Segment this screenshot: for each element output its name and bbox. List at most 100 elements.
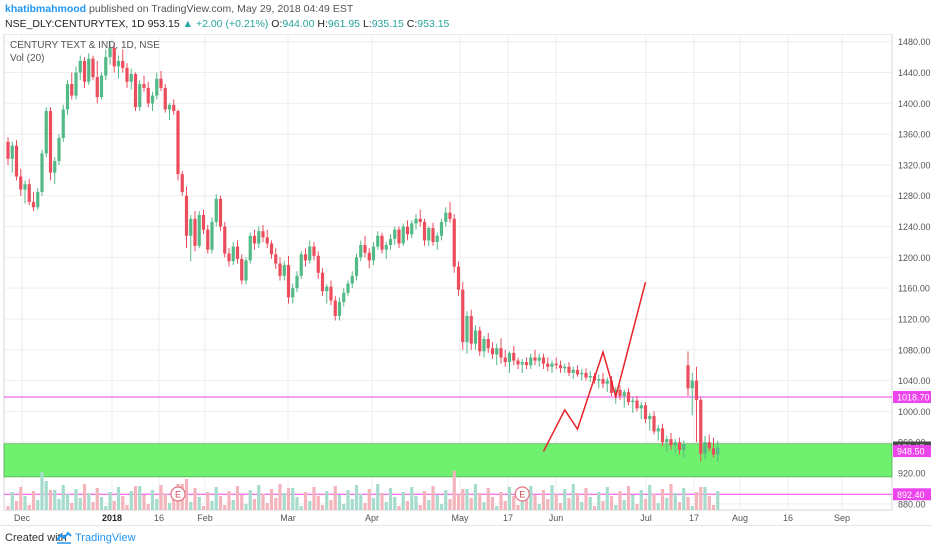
candle-body	[291, 288, 295, 298]
price-axis[interactable]: 1480.00 1440.00 1400.00 1360.00 1320.00 1280.…	[893, 37, 931, 509]
candle-body	[218, 198, 223, 227]
candle-body	[512, 352, 516, 361]
volume-bar	[622, 500, 626, 510]
candle-body	[656, 428, 660, 432]
volume-bar	[342, 504, 346, 510]
volume-bar	[363, 503, 367, 510]
candle-body	[554, 363, 558, 366]
candle-body	[563, 366, 567, 369]
volume-bar	[682, 488, 686, 510]
candle-body	[299, 254, 303, 276]
candle-body	[133, 74, 138, 108]
candle-body	[363, 245, 367, 253]
symbol-line: NSE_DLY:CENTURYTEX, 1D 953.15 ▲ +2.00 (+…	[5, 18, 449, 30]
candle-body	[40, 153, 44, 192]
candle-body	[376, 235, 380, 247]
price-tag-label: 948.50	[897, 447, 925, 457]
candle-body	[558, 365, 563, 369]
candle-body	[282, 265, 286, 276]
tradingview-link[interactable]: TradingView	[75, 532, 136, 544]
volume-bar	[376, 484, 380, 510]
volume-bar	[312, 487, 316, 510]
volume-bar	[601, 501, 605, 510]
candle-body	[240, 258, 244, 281]
candle-body	[201, 215, 206, 230]
candle-body	[703, 442, 707, 454]
candle-body	[486, 339, 490, 349]
volume-bar	[269, 489, 274, 510]
volume-bar	[469, 498, 473, 510]
volume-bar	[648, 485, 652, 510]
volume-bar	[308, 501, 312, 510]
x-tick-label: May	[451, 513, 469, 523]
candle-body	[159, 78, 163, 88]
candle-body	[401, 226, 405, 244]
candle-body	[197, 215, 201, 246]
y-tick-label: 1080.00	[898, 345, 931, 355]
author-link[interactable]: khatibmahmood	[5, 3, 87, 15]
x-tick-label: 2018	[102, 513, 122, 523]
volume-bar	[223, 505, 227, 510]
volume-bar	[167, 503, 172, 510]
volume-bar	[512, 496, 516, 510]
volume-bar	[631, 495, 635, 510]
candle-body	[575, 369, 580, 375]
volume-bar	[320, 505, 325, 510]
volume-bar	[503, 501, 507, 510]
volume-bar	[36, 500, 40, 510]
candle-body	[461, 289, 465, 343]
candle-body	[431, 228, 435, 242]
y-tick-label: 1040.00	[898, 376, 931, 386]
candle-body	[435, 235, 439, 242]
candle-body	[707, 442, 711, 449]
candle-body	[405, 226, 410, 235]
volume-bar	[61, 485, 65, 510]
volume-bar	[465, 489, 469, 510]
volume-bar	[694, 492, 699, 510]
candle-body	[70, 84, 74, 96]
candle-body	[48, 111, 53, 173]
candle-body	[397, 229, 401, 244]
candle-body	[214, 198, 218, 222]
candle-body	[533, 357, 537, 361]
volume-bar	[367, 489, 371, 510]
candle-body	[499, 348, 503, 358]
volume-bar	[104, 506, 108, 510]
volume-bar	[444, 490, 448, 510]
volume-bar	[91, 502, 95, 510]
candle-body	[677, 442, 682, 450]
candle-body	[325, 286, 329, 292]
volume-bar	[418, 505, 422, 510]
candle-body	[308, 246, 312, 261]
candle-body	[350, 275, 354, 284]
volume-bar	[159, 485, 163, 510]
volume-bar	[435, 495, 439, 510]
candle-body	[278, 263, 282, 276]
candle-body	[312, 246, 316, 256]
candle-body	[303, 254, 308, 261]
candle-body	[274, 254, 278, 264]
candle-body	[108, 47, 112, 58]
candle-body	[320, 272, 325, 292]
volume-bar	[541, 490, 546, 510]
price-tag	[893, 488, 931, 501]
candle-body	[36, 191, 40, 208]
candle-body	[359, 245, 363, 258]
candle-body	[465, 315, 469, 343]
volume-legend: Vol (20)	[10, 53, 44, 64]
volume-bar	[626, 486, 631, 510]
earnings-marker-icon[interactable]	[514, 486, 530, 502]
earnings-marker-label: E	[175, 490, 181, 500]
volume-bar	[291, 488, 295, 510]
price-tag	[893, 445, 931, 458]
candle-body	[44, 111, 48, 154]
volume-bar	[473, 484, 478, 510]
candle-body	[27, 184, 31, 202]
earnings-marker-icon[interactable]	[170, 486, 186, 502]
volume-bar	[184, 479, 189, 510]
time-axis[interactable]: Dec 2018 16 Feb Mar Apr May 17 Jun Jul 17 Aug 16 Sep	[14, 513, 850, 523]
candle-body	[23, 184, 27, 190]
volume-bar	[142, 495, 146, 510]
